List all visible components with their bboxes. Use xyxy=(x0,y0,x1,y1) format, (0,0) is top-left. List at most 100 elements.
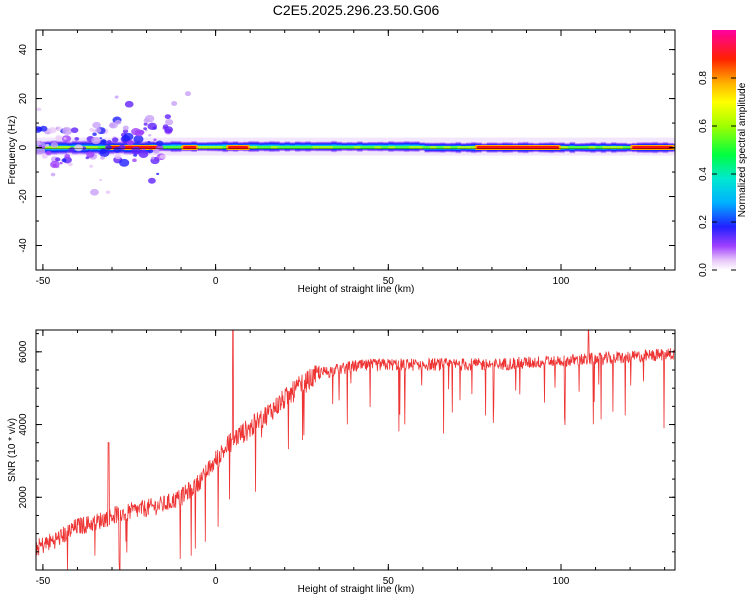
ridge-core xyxy=(160,146,168,150)
spectrogram-speckle xyxy=(89,164,94,168)
ridge-core xyxy=(208,146,216,150)
ridge-core xyxy=(388,146,396,150)
spectrogram-speckle xyxy=(41,154,48,159)
colorbar: 0.0 0.2 0.4 0.6 0.8 Normalized spectral ampl… xyxy=(698,30,748,277)
snr-xlabel: Height of straight line (km) xyxy=(298,584,415,595)
spectrogram-speckle xyxy=(171,100,178,106)
spectrogram-ytick-label: -40 xyxy=(18,238,29,253)
spectrogram-speckle xyxy=(134,129,144,137)
colorbar-tick-label: 0.6 xyxy=(698,119,709,133)
spectrogram-speckle xyxy=(95,127,102,133)
spectrogram-speckle xyxy=(61,158,67,163)
spectrogram-ytick-label: -20 xyxy=(18,189,29,204)
ridge-core xyxy=(346,146,354,150)
ridge-core xyxy=(561,146,568,150)
snr-xtick-label: -50 xyxy=(36,576,51,587)
colorbar-ticks: 0.0 0.2 0.4 0.6 0.8 xyxy=(698,71,736,277)
spectrogram-speckle xyxy=(50,141,59,148)
spectrogram-speckle xyxy=(148,134,152,137)
spectrogram-speckle xyxy=(147,122,158,131)
ridge-core xyxy=(84,146,92,150)
spectrogram-speckle xyxy=(36,147,46,155)
spectrogram-xtick-label: -50 xyxy=(36,276,51,287)
ridge-core xyxy=(436,146,444,150)
spectrogram-speckle xyxy=(48,127,57,134)
ridge-core xyxy=(70,146,78,150)
spectrogram-speckle xyxy=(50,172,56,177)
colorbar-tick-label: 0.8 xyxy=(698,71,709,85)
spectrogram-speckle xyxy=(36,107,42,112)
ridge-core xyxy=(464,146,472,150)
spectrogram-xlabel: Height of straight line (km) xyxy=(298,284,415,295)
snr-panel: -50 0 50 100 2000 4000 6000 Height of straight… xyxy=(7,329,676,595)
ridge-core xyxy=(360,146,368,150)
spectrogram-image xyxy=(36,91,675,196)
spectrogram-ytick-label: 0 xyxy=(18,144,29,150)
ridge-core xyxy=(595,146,603,150)
spectrogram-speckle xyxy=(67,162,73,167)
snr-ticks: -50 0 50 100 2000 4000 6000 xyxy=(18,330,675,587)
ridge-core xyxy=(429,146,437,150)
ridge-core xyxy=(339,146,347,150)
ridge-core xyxy=(201,146,209,150)
spectrogram-speckle xyxy=(36,126,43,132)
colorbar-tick-label: 0.0 xyxy=(698,263,709,277)
ridge-core xyxy=(305,146,313,150)
snr-ylabel: SNR (10 * v/v) xyxy=(7,418,18,482)
snr-plot-area xyxy=(36,330,675,570)
spectrogram-speckle xyxy=(45,143,50,147)
spectrogram-ytick-label: 20 xyxy=(18,93,29,105)
spectrogram-speckle xyxy=(105,190,111,195)
spectrogram-speckle xyxy=(119,158,130,167)
spectrogram-speckle xyxy=(74,137,80,141)
ridge-core xyxy=(402,146,410,150)
ridge-core xyxy=(263,146,271,150)
spectrogram-speckle xyxy=(55,135,63,141)
ridge-core xyxy=(49,146,57,150)
spectrogram-speckle xyxy=(111,137,119,143)
spectrogram-xtick-label: 50 xyxy=(383,276,395,287)
ridge-core xyxy=(367,146,375,150)
spectrogram-xtick-label: 100 xyxy=(553,276,570,287)
snr-xtick-label: 50 xyxy=(383,576,395,587)
spectrogram-xtick-label: 0 xyxy=(213,276,219,287)
spectrogram-ticks: -50 0 50 100 40 20 0 -20 -40 xyxy=(18,30,675,287)
spectrogram-speckle xyxy=(108,123,115,129)
ridge-core xyxy=(250,146,258,150)
ridge-core xyxy=(319,146,327,150)
ridge-core xyxy=(581,146,589,150)
spectrogram-speckle xyxy=(153,138,157,142)
spectrogram-speckle xyxy=(143,127,148,131)
spectrogram-speckle xyxy=(126,139,134,146)
snr-series-line xyxy=(36,330,675,570)
figure-title: C2E5.2025.296.23.50.G06 xyxy=(273,2,440,18)
ridge-core xyxy=(395,146,403,150)
ridge-core xyxy=(326,146,334,150)
spectrogram-speckle xyxy=(91,136,101,145)
spectrogram-frame xyxy=(35,29,676,271)
ridge-core xyxy=(194,146,202,150)
ridge-core xyxy=(56,146,64,150)
ridge-core xyxy=(42,146,50,150)
spectrogram-speckle xyxy=(45,150,52,156)
ridge-core xyxy=(602,146,610,150)
ridge-core xyxy=(298,146,306,150)
ridge-core xyxy=(215,146,223,150)
spectrogram-speckle xyxy=(99,178,103,182)
colorbar-tick-label: 0.4 xyxy=(698,167,709,181)
spectrogram-speckle xyxy=(184,91,191,97)
spectrogram-speckle xyxy=(64,153,71,159)
ridge-core xyxy=(312,146,320,150)
spectrogram-speckle xyxy=(62,127,69,132)
spectrogram-speckle xyxy=(90,188,99,196)
ridge-core xyxy=(415,146,423,150)
spectrogram-speckle xyxy=(124,100,134,108)
spectrogram-speckle xyxy=(105,144,112,150)
ridge-core xyxy=(174,146,182,150)
spectrogram-speckle xyxy=(38,144,43,148)
ridge-core xyxy=(277,146,285,150)
ridge-core xyxy=(409,146,416,150)
ridge-core xyxy=(567,146,575,150)
ridge-core xyxy=(63,146,71,150)
spectrogram-speckle xyxy=(148,149,154,154)
